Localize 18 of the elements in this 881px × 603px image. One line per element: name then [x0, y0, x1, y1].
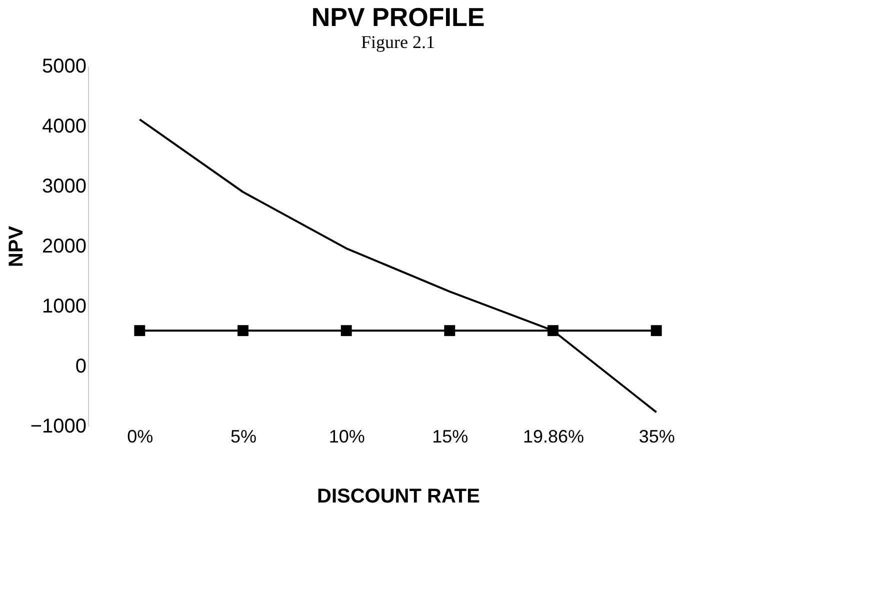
- y-tick-label: 4000: [42, 116, 86, 138]
- y-tick-label: −1000: [30, 416, 86, 438]
- chart-title: NPV PROFILE: [311, 2, 485, 32]
- y-tick-label: 1000: [42, 296, 86, 318]
- x-tick-label: 19.86%: [522, 426, 584, 446]
- y-tick-label: 0: [75, 356, 86, 378]
- x-tick-label: 15%: [432, 426, 468, 446]
- x-tick-label: 35%: [638, 426, 675, 446]
- x-tick-label: 0%: [127, 426, 154, 446]
- y-tick-label: 2000: [42, 236, 86, 258]
- y-axis-title: NPV: [5, 225, 28, 268]
- x-axis-title: DISCOUNT RATE: [317, 486, 480, 508]
- x-tick-label: 5%: [230, 426, 257, 446]
- y-tick-label: 5000: [42, 56, 86, 78]
- y-tick-label: 3000: [42, 176, 86, 198]
- x-tick-label: 10%: [328, 426, 365, 446]
- line-series: [138, 118, 658, 414]
- caption: Figure 2.1: [361, 32, 435, 52]
